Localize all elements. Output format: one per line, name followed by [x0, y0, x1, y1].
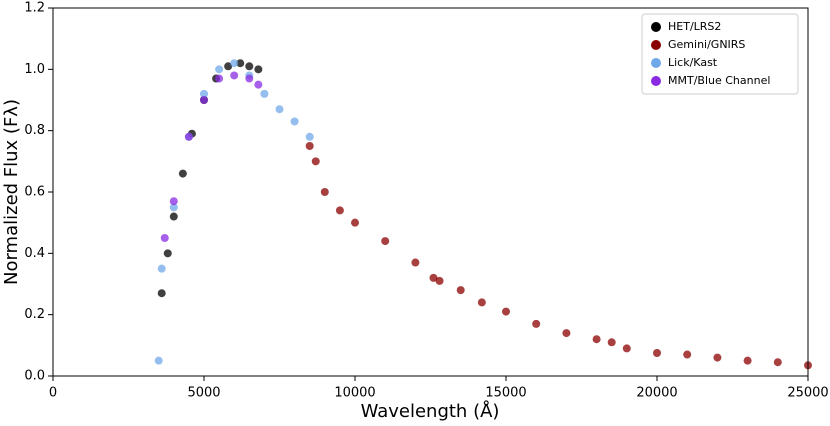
data-point — [411, 258, 420, 267]
y-axis-label: Normalized Flux (Fλ) — [1, 99, 22, 285]
data-point — [169, 197, 178, 206]
legend-marker — [651, 40, 661, 50]
data-point — [224, 62, 233, 71]
data-point — [160, 234, 169, 242]
data-point — [163, 249, 172, 258]
data-point — [429, 273, 438, 282]
y-tick-label: 0.6 — [24, 185, 45, 200]
data-point — [184, 132, 193, 141]
data-point — [200, 96, 208, 104]
data-point — [653, 349, 661, 357]
legend-box — [641, 13, 799, 95]
data-point — [169, 212, 178, 221]
y-tick-label: 1.2 — [24, 1, 45, 16]
x-tick-label: 25000 — [787, 386, 828, 401]
y-tick-label: 0.2 — [24, 307, 45, 322]
legend-marker — [651, 58, 661, 68]
data-point — [157, 289, 166, 298]
data-point — [592, 335, 601, 344]
data-point — [607, 338, 616, 347]
data-point — [157, 264, 166, 273]
x-tick-label: 5000 — [187, 386, 220, 401]
data-point — [562, 329, 571, 338]
x-tick-label: 10000 — [334, 386, 375, 401]
data-point — [320, 188, 329, 196]
x-tick-label: 15000 — [485, 386, 526, 401]
data-point — [351, 218, 359, 227]
data-point — [305, 142, 314, 150]
x-tick-label: 0 — [49, 386, 57, 401]
plot-frame — [52, 7, 809, 377]
data-point — [230, 59, 239, 68]
data-point — [713, 353, 722, 362]
data-point — [290, 117, 299, 126]
x-tick-label: 20000 — [636, 386, 677, 401]
data-point — [215, 74, 224, 83]
legend-label: Gemini/GNIRS — [668, 38, 745, 51]
legend-marker — [651, 22, 661, 32]
data-point — [743, 356, 752, 365]
data-point — [477, 298, 486, 307]
data-point — [622, 344, 631, 353]
y-tick-label: 0.8 — [24, 123, 45, 138]
legend-label: Lick/Kast — [668, 56, 718, 69]
data-point — [311, 157, 320, 166]
legend-label: HET/LRS2 — [668, 20, 721, 33]
data-point — [230, 71, 239, 80]
data-point — [275, 105, 284, 114]
data-point — [435, 276, 444, 285]
data-point — [236, 59, 245, 68]
data-point — [683, 350, 692, 359]
data-point — [178, 169, 187, 178]
legend-marker — [651, 76, 661, 86]
data-point — [381, 237, 390, 246]
data-point — [254, 65, 263, 74]
data-point — [169, 203, 178, 212]
legend-label: MMT/Blue Channel — [668, 74, 770, 87]
data-point — [254, 80, 263, 89]
y-tick-label: 0.4 — [24, 246, 45, 261]
data-point — [532, 319, 541, 328]
y-tick-label: 1.0 — [24, 62, 45, 77]
data-point — [245, 62, 254, 71]
x-axis-label: Wavelength (Å) — [361, 400, 500, 422]
data-point — [260, 89, 269, 98]
data-point — [215, 65, 224, 74]
data-point — [245, 74, 254, 83]
data-point — [502, 307, 510, 316]
data-point — [335, 206, 344, 215]
y-tick-label: 0.0 — [24, 369, 45, 384]
data-point — [154, 356, 163, 365]
data-point — [456, 286, 465, 295]
data-point — [305, 132, 314, 141]
data-point — [773, 358, 782, 367]
data-point — [200, 89, 208, 98]
